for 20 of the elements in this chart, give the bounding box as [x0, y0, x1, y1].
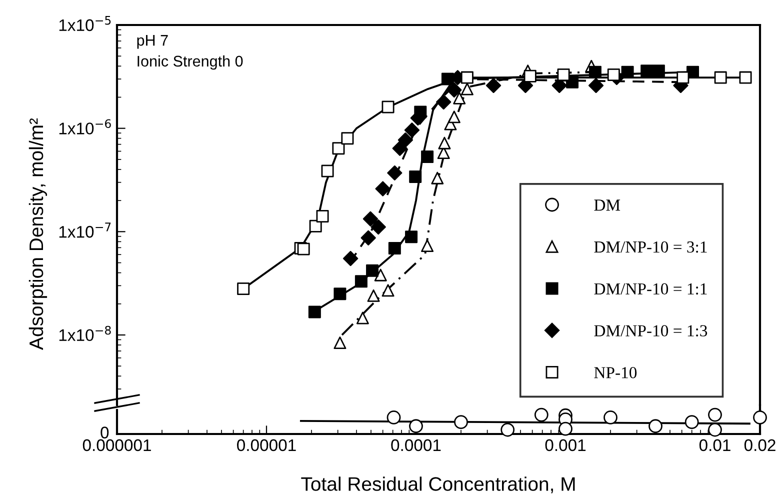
x-tick-label: 0.00001: [237, 439, 296, 452]
legend-label: DM: [594, 200, 620, 211]
x-axis-title: Total Residual Concentration, M: [301, 476, 575, 494]
y-tick-label: 1x10$^{−8}$: [59, 326, 111, 342]
y-tick-label: 1x10$^{−6}$: [59, 119, 111, 134]
legend-label: DM/NP-10 = 3:1: [594, 241, 707, 253]
x-tick-label: 0.01: [699, 439, 730, 452]
x-tick-label: 0.000001: [82, 439, 151, 452]
x-tick-label: 0.0001: [391, 439, 441, 452]
legend-label: NP-10: [594, 367, 637, 378]
text: 0: [100, 426, 109, 438]
x-tick-label: 0.001: [545, 439, 586, 452]
y-axis-title: Adsorption Density, mol/m²: [28, 118, 48, 350]
x-tick-label: 0.02: [744, 439, 776, 452]
legend-label: DM/NP-10 = 1:1: [594, 283, 707, 295]
y-tick-label: 1x10$^{−5}$: [59, 16, 111, 32]
annotation: Ionic Strength 0: [138, 55, 243, 70]
annotation: pH 7: [137, 35, 168, 49]
legend-label: DM/NP-10 = 1:3: [594, 325, 708, 336]
y-tick-label: 1x10$^{−7}$: [59, 222, 111, 238]
